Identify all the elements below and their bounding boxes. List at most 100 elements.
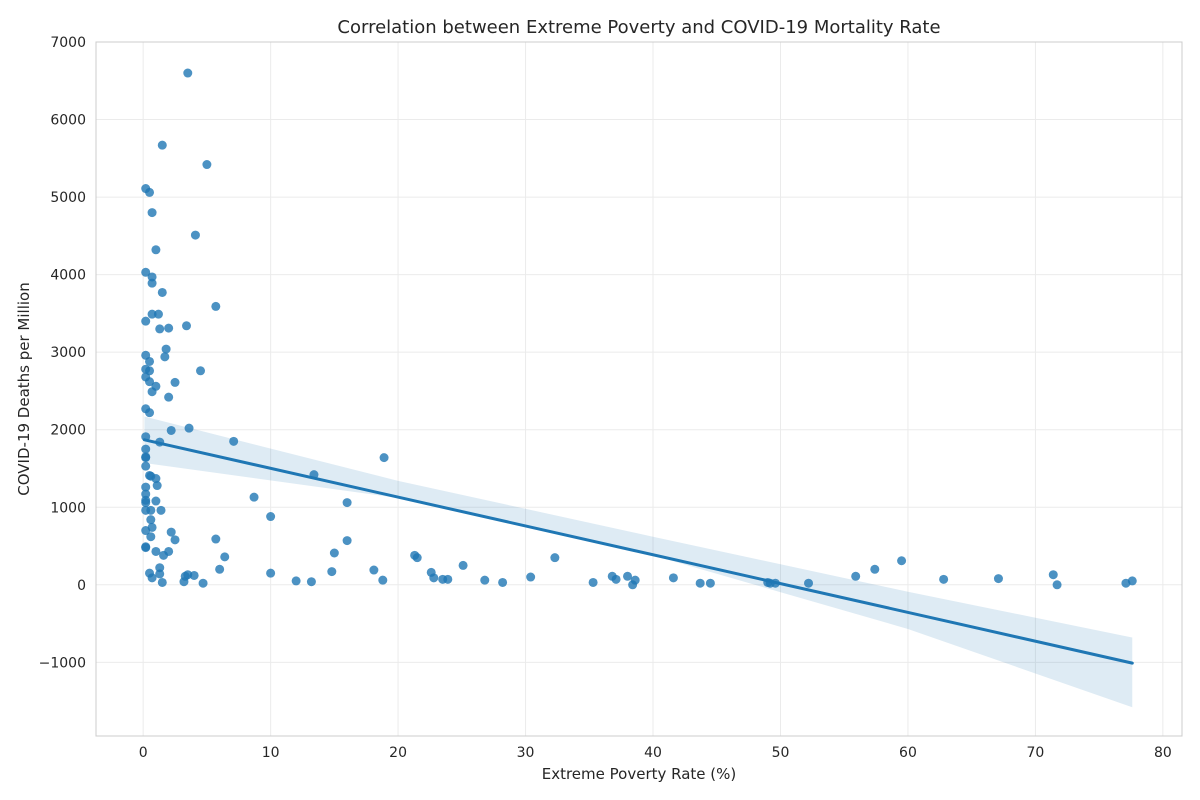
data-point [145,356,155,366]
data-point [342,498,352,508]
y-tick-label: 2000 [50,423,86,439]
data-point [628,580,638,590]
data-point [170,377,180,387]
x-tick-label: 40 [644,745,662,761]
data-point [526,572,536,582]
data-point [159,550,169,560]
data-point [198,578,208,588]
data-point [147,208,157,218]
data-point [184,423,194,433]
data-point [379,453,389,463]
data-point [611,574,621,584]
confidence-band [144,416,1133,708]
data-point [146,515,156,525]
data-point [480,575,490,585]
data-point [141,498,151,508]
data-point [804,578,814,588]
data-point [458,560,468,570]
data-point [327,567,337,577]
data-point [870,564,880,574]
y-tick-label: 0 [77,578,86,594]
y-tick-label: 7000 [50,35,86,51]
data-point [166,527,176,537]
data-point [141,543,151,553]
data-point [993,574,1003,584]
x-tick-label: 30 [517,745,535,761]
data-point [851,571,861,581]
data-point [429,573,439,583]
data-point [550,553,560,563]
data-point [146,505,156,515]
data-point [498,577,508,587]
data-point [190,230,200,240]
chart-title: Correlation between Extreme Poverty and … [337,17,940,38]
data-point [369,565,379,575]
data-point [166,425,176,435]
y-tick-label: 6000 [50,113,86,129]
data-point [151,474,161,484]
data-point [155,324,165,334]
data-point [141,482,151,492]
data-point [164,323,174,333]
data-point [152,481,162,491]
data-point [705,578,715,588]
data-point [147,278,157,288]
data-point [141,453,151,463]
data-point [141,444,151,454]
data-point [1121,578,1131,588]
data-point [179,577,189,587]
data-point [145,408,155,418]
data-point [412,553,422,563]
data-point [220,552,230,562]
data-point [157,577,167,587]
data-point [668,573,678,583]
data-point [189,570,199,580]
data-point [147,309,157,319]
x-axis-label: Extreme Poverty Rate (%) [542,765,737,783]
data-point [249,492,259,502]
y-tick-label: 1000 [50,500,86,516]
data-point [1048,570,1058,580]
data-point [266,512,276,522]
data-point [141,316,151,326]
data-point [141,267,151,277]
confidence-band-layer [144,416,1133,708]
data-point [211,534,221,544]
data-point [443,574,453,584]
data-point [147,573,157,583]
data-point [202,160,212,170]
data-point [157,140,167,150]
data-point [141,526,151,536]
data-point [161,344,171,354]
data-point [147,272,157,282]
data-point [939,574,949,584]
y-tick-label: 4000 [50,268,86,284]
x-tick-label: 60 [899,745,917,761]
data-point [266,568,276,578]
data-point [1052,580,1062,590]
regression-line [142,438,1134,665]
data-point [141,461,151,471]
data-point [215,564,225,574]
scatter-points [141,68,1137,590]
y-axis-label: COVID-19 Deaths per Million [15,282,33,495]
data-point [291,576,301,586]
y-tick-label: 3000 [50,345,86,361]
data-point [695,578,705,588]
x-tick-label: 70 [1027,745,1045,761]
data-point [329,548,339,558]
y-tick-labels: −1000 0 1000 2000 3000 4000 5000 6000 7000 [39,35,86,671]
data-point [155,563,165,573]
data-point [151,496,161,506]
data-point [141,489,151,499]
data-point [196,366,206,376]
data-point [211,301,221,311]
x-tick-label: 10 [262,745,280,761]
data-point [160,352,170,362]
data-point [306,577,316,587]
data-point [145,377,155,387]
data-point [182,321,191,331]
data-point [378,575,388,585]
x-tick-label: 50 [772,745,790,761]
